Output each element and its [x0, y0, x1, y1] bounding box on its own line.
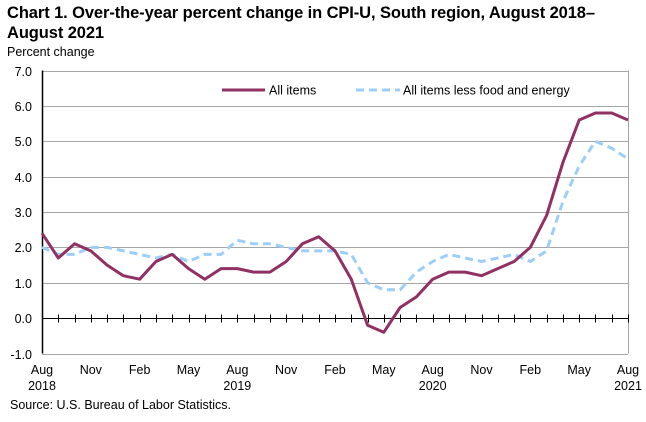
- y-tick-label: -1.0: [10, 348, 32, 362]
- source-note: Source: U.S. Bureau of Labor Statistics.: [10, 398, 231, 412]
- x-tick-label-month: May: [177, 363, 201, 377]
- x-tick-label-month: Nov: [470, 363, 493, 377]
- y-axis-label: Percent change: [7, 45, 95, 59]
- y-tick-label: 0.0: [15, 312, 32, 326]
- legend: All items All items less food and energy: [222, 84, 571, 98]
- y-tick-label: 6.0: [15, 100, 32, 114]
- x-tick-label-month: Feb: [324, 363, 346, 377]
- chart-title: Chart 1. Over-the-year percent change in…: [7, 4, 595, 42]
- series-line-all-items: [40, 111, 629, 334]
- legend-label-all-items: All items: [269, 84, 316, 98]
- x-tick-label-year: 2021: [614, 379, 642, 393]
- y-tick-label: 4.0: [15, 171, 32, 185]
- x-tick-label-month: Feb: [129, 363, 151, 377]
- y-tick-label: 2.0: [15, 241, 32, 255]
- legend-label-core: All items less food and energy: [403, 84, 571, 98]
- gridlines: [42, 71, 628, 355]
- x-tick-label-month: May: [567, 363, 591, 377]
- y-tick-label: 1.0: [15, 277, 32, 291]
- x-tick-label-month: Nov: [275, 363, 298, 377]
- series-lines: [40, 111, 629, 334]
- x-tick-label-month: Feb: [520, 363, 542, 377]
- x-tick-label-month: May: [372, 363, 396, 377]
- x-tick-label-month: Aug: [226, 363, 248, 377]
- x-tick-label-month: Aug: [617, 363, 639, 377]
- x-axis-labels: Aug 2018 Nov Feb May Aug 2019 Nov Feb May Aug 2020 N…: [28, 363, 642, 393]
- x-tick-label-year: 2018: [28, 379, 56, 393]
- x-tick-label-month: Nov: [80, 363, 103, 377]
- x-tick-label-year: 2020: [419, 379, 447, 393]
- x-tick-label-year: 2019: [223, 379, 251, 393]
- y-axis-ticks: 7.0 6.0 5.0 4.0 3.0 2.0 1.0 0.0 -1.0: [10, 65, 32, 362]
- x-axis: [42, 314, 629, 323]
- y-tick-label: 5.0: [15, 135, 32, 149]
- x-tick-label-month: Aug: [422, 363, 444, 377]
- y-tick-label: 7.0: [15, 65, 32, 79]
- series-line-all-items-less-food-and-energy: [41, 139, 629, 292]
- x-tick-label-month: Aug: [31, 363, 53, 377]
- y-tick-label: 3.0: [15, 206, 32, 220]
- plot-frame: [41, 70, 629, 354]
